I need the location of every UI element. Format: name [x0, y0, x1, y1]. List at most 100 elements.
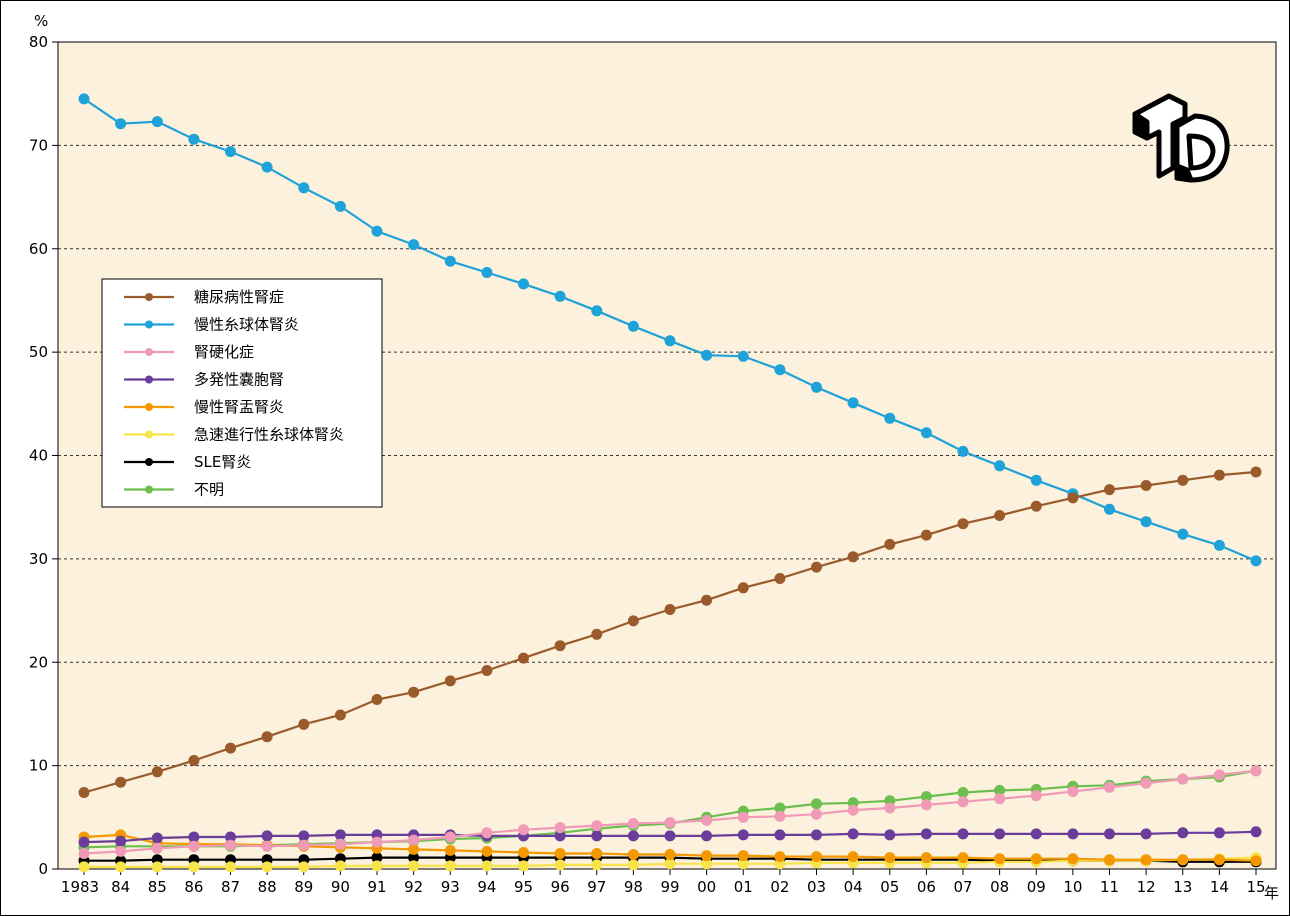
data-point	[1140, 828, 1152, 840]
data-point	[664, 858, 676, 870]
data-point	[1030, 853, 1042, 865]
x-tick-label: 95	[514, 878, 533, 896]
data-point	[518, 847, 529, 858]
data-point	[151, 766, 163, 778]
data-point	[884, 802, 896, 814]
x-tick-label: 89	[294, 878, 313, 896]
data-point	[1067, 786, 1079, 797]
data-point	[1104, 781, 1115, 793]
data-point	[1140, 854, 1152, 866]
data-point	[188, 840, 200, 852]
data-point	[1177, 528, 1189, 540]
x-tick-label: 94	[477, 878, 496, 896]
data-point	[1067, 828, 1079, 840]
data-point	[664, 830, 676, 842]
legend-item: 糖尿病性腎症	[124, 288, 284, 306]
data-point	[408, 686, 420, 698]
legend-swatch-marker	[145, 430, 153, 439]
x-tick-label: 93	[441, 878, 460, 896]
data-point	[811, 808, 822, 820]
data-point	[1250, 826, 1262, 838]
data-point	[1067, 492, 1079, 504]
legend-swatch-marker	[145, 375, 153, 384]
data-point	[591, 830, 603, 842]
data-point	[1140, 480, 1152, 491]
x-tick-label: 03	[807, 878, 826, 896]
data-point	[774, 802, 786, 814]
data-point	[444, 831, 456, 843]
data-point	[774, 851, 786, 863]
data-point	[627, 859, 639, 871]
y-tick-label: 0	[38, 860, 48, 878]
data-point	[884, 852, 896, 864]
legend-item: SLE腎炎	[124, 453, 251, 471]
x-tick-label: 13	[1173, 878, 1192, 896]
data-point	[664, 849, 676, 860]
data-point	[701, 349, 713, 361]
series-2	[78, 93, 1262, 567]
data-point	[811, 829, 822, 841]
data-point	[554, 822, 566, 834]
legend-swatch-marker	[145, 458, 153, 466]
series-1	[78, 466, 1262, 798]
data-point	[261, 731, 273, 743]
data-point	[518, 278, 529, 290]
data-point	[1104, 503, 1115, 515]
legend-box	[101, 278, 383, 508]
data-point	[298, 830, 310, 842]
series-lines	[78, 93, 1262, 873]
legend-swatch-marker	[145, 320, 153, 329]
data-point	[627, 615, 639, 627]
x-tick-label: 09	[1027, 878, 1046, 896]
data-point	[811, 851, 822, 863]
x-unit-label: 年	[1264, 884, 1279, 902]
data-point	[591, 820, 603, 832]
data-point	[957, 518, 969, 530]
data-point	[371, 852, 383, 864]
data-point	[884, 829, 896, 841]
data-point	[1067, 853, 1079, 865]
y-tick-label: 30	[29, 550, 48, 568]
data-point	[1213, 469, 1225, 481]
data-point	[371, 694, 383, 705]
legend-item: 腎硬化症	[124, 343, 254, 361]
data-point	[481, 845, 493, 857]
data-point	[957, 787, 969, 798]
legend-label: 不明	[194, 481, 224, 499]
x-tick-label: 01	[734, 878, 753, 896]
data-point	[994, 784, 1006, 796]
legend-label: 慢性腎盂腎炎	[194, 398, 284, 416]
data-point	[371, 836, 383, 848]
data-point	[554, 830, 566, 842]
x-tick-label: 08	[990, 878, 1009, 896]
data-point	[188, 133, 200, 145]
data-point	[920, 828, 932, 840]
data-point	[994, 510, 1006, 521]
data-point	[408, 834, 420, 846]
data-point	[957, 828, 969, 840]
data-point	[334, 709, 346, 721]
x-tick-label: 12	[1137, 878, 1156, 896]
data-point	[151, 861, 163, 873]
data-point	[1213, 769, 1225, 781]
data-point	[518, 824, 529, 836]
data-point	[847, 397, 859, 409]
y-tick-label: 60	[29, 240, 48, 258]
x-tick-label: 02	[770, 878, 789, 896]
data-point	[1250, 466, 1262, 478]
data-point	[737, 829, 749, 841]
data-point	[408, 852, 420, 864]
data-point	[994, 793, 1006, 805]
data-point	[1177, 474, 1189, 486]
data-point	[847, 551, 859, 563]
data-point	[408, 843, 420, 855]
data-point	[591, 859, 603, 871]
data-point	[1030, 790, 1042, 802]
data-point	[78, 93, 90, 105]
data-point	[1140, 777, 1152, 789]
data-point	[774, 810, 786, 822]
series-3	[78, 765, 1262, 859]
data-point	[188, 831, 200, 843]
